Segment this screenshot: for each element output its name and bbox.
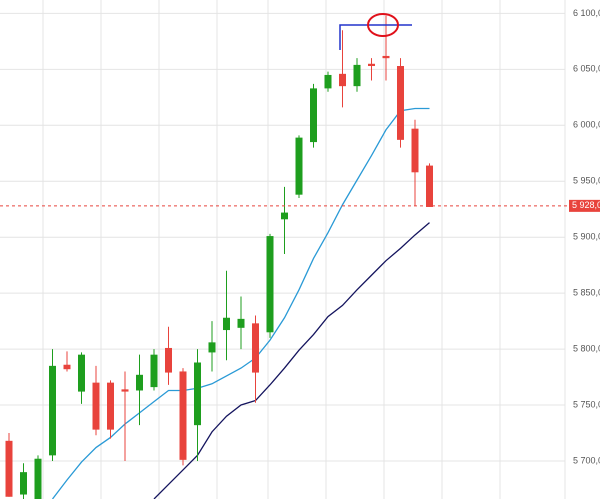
y-tick-label: 6 000,0 xyxy=(573,120,600,130)
vertical-grid xyxy=(42,0,566,499)
moving-average-line xyxy=(153,222,430,499)
y-tick-label: 5 850,0 xyxy=(573,288,600,298)
annotation xyxy=(339,13,412,50)
candle-body xyxy=(78,354,85,392)
candle-body xyxy=(397,66,404,140)
last-price-box xyxy=(569,199,600,212)
candle-body xyxy=(92,382,100,430)
plot: 5 700,0 5 750,0 5 800,0 5 850,0 5 900,0 5 950… xyxy=(0,8,600,499)
y-tick-label: 5 700,0 xyxy=(573,455,600,465)
candle-body xyxy=(165,347,172,373)
candle-body xyxy=(295,137,303,195)
candle-body xyxy=(194,362,201,426)
y-tick-label: 6 100,0 xyxy=(573,8,600,18)
candle-body xyxy=(426,165,433,207)
candle-body xyxy=(107,382,114,430)
y-tick-label: 5 900,0 xyxy=(573,232,600,242)
y-tick-label: 5 800,0 xyxy=(573,343,600,353)
candle-body xyxy=(382,55,390,59)
candle-body xyxy=(223,317,230,331)
candle-body xyxy=(136,374,143,391)
candle-body xyxy=(5,440,13,497)
candle-body xyxy=(252,323,259,373)
candle-body xyxy=(49,365,56,456)
y-tick-label: 5 950,0 xyxy=(573,176,600,186)
candle-body xyxy=(281,212,288,220)
candle-body xyxy=(339,73,346,87)
y-tick-label: 6 050,0 xyxy=(573,64,600,74)
y-tick-label: 5 750,0 xyxy=(573,399,600,409)
candle-body xyxy=(324,74,332,89)
candle-body xyxy=(179,371,187,460)
candle-body xyxy=(150,354,158,388)
candle-body xyxy=(20,472,27,495)
moving-average-line xyxy=(51,107,430,499)
candle-body xyxy=(34,458,42,499)
candle-body xyxy=(266,236,274,333)
candle-body xyxy=(63,364,71,370)
candle-body xyxy=(310,88,317,143)
last-price-label: 5 928,0 xyxy=(572,200,600,210)
candle-body xyxy=(411,128,419,173)
candle-body xyxy=(121,389,129,392)
candle-body xyxy=(208,342,216,353)
candle-body xyxy=(237,318,245,328)
candle-body xyxy=(353,64,361,87)
candle-body xyxy=(368,63,375,67)
